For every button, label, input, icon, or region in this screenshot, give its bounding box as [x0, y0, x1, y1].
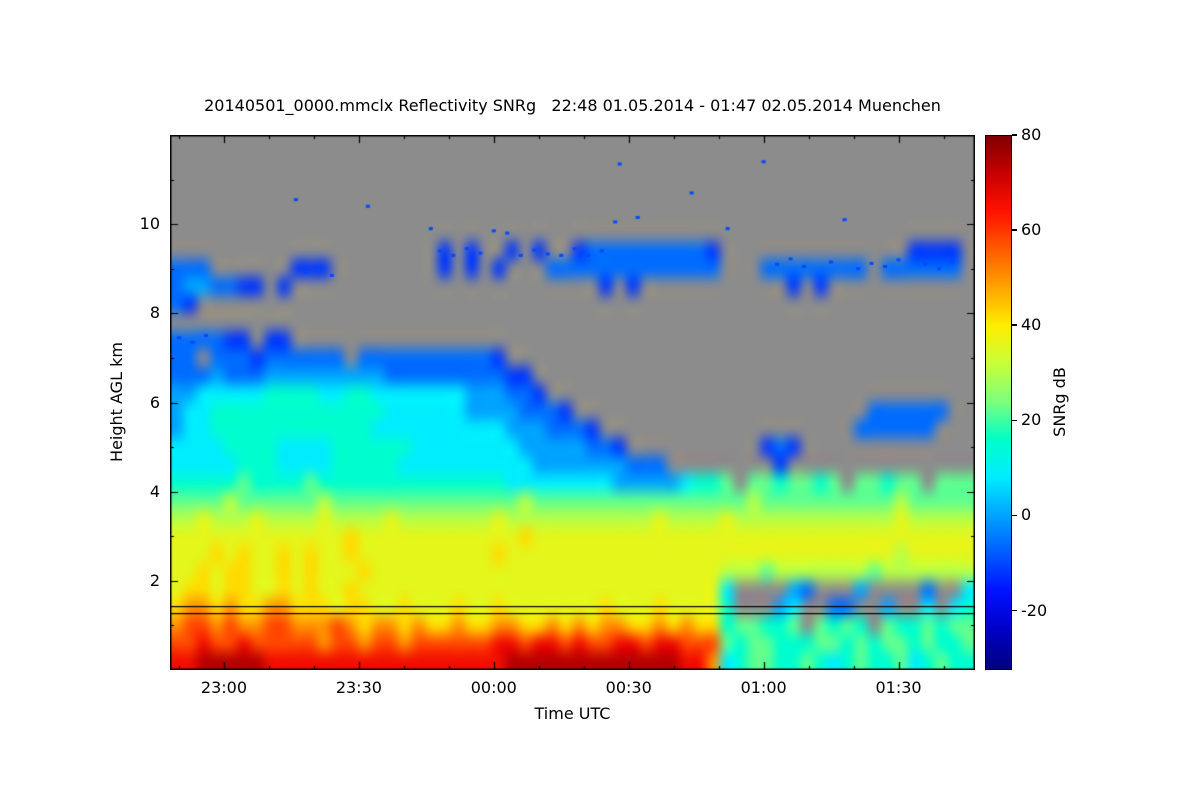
y-tick-label: 2: [149, 570, 160, 590]
colorbar-tick: [1012, 229, 1017, 231]
colorbar-tick-label: -20: [1021, 600, 1048, 620]
colorbar-tick: [1012, 324, 1017, 326]
y-tick-label: 6: [149, 392, 160, 412]
colorbar-tick: [1012, 514, 1017, 517]
x-tick-label: 00:00: [470, 678, 517, 697]
colorbar-tick: [1012, 419, 1017, 422]
colorbar: [985, 135, 1012, 670]
colorbar-tick-label: 40: [1021, 315, 1042, 335]
x-tick-label: 01:00: [740, 678, 787, 697]
x-tick-label: 01:30: [875, 678, 922, 697]
x-axis-label: Time UTC: [534, 704, 611, 723]
chart-title: 20140501_0000.mmclx Reflectivity SNRg 22…: [204, 96, 941, 115]
y-tick-label: 4: [149, 481, 160, 501]
colorbar-tick-label: 60: [1021, 220, 1042, 240]
y-tick-label: 10: [139, 214, 160, 234]
x-tick-label: 00:30: [605, 678, 652, 697]
x-tick-label: 23:00: [200, 678, 247, 697]
x-tick-label: 23:30: [335, 678, 382, 697]
colorbar-tick: [1012, 609, 1017, 612]
heatmap-plot-area: [170, 135, 975, 670]
colorbar-tick-label: 0: [1021, 505, 1032, 525]
colorbar-tick-label: 20: [1021, 410, 1042, 430]
y-tick-label: 8: [149, 303, 160, 323]
colorbar-tick-label: 80: [1021, 125, 1042, 144]
colorbar-tick: [1012, 134, 1017, 136]
